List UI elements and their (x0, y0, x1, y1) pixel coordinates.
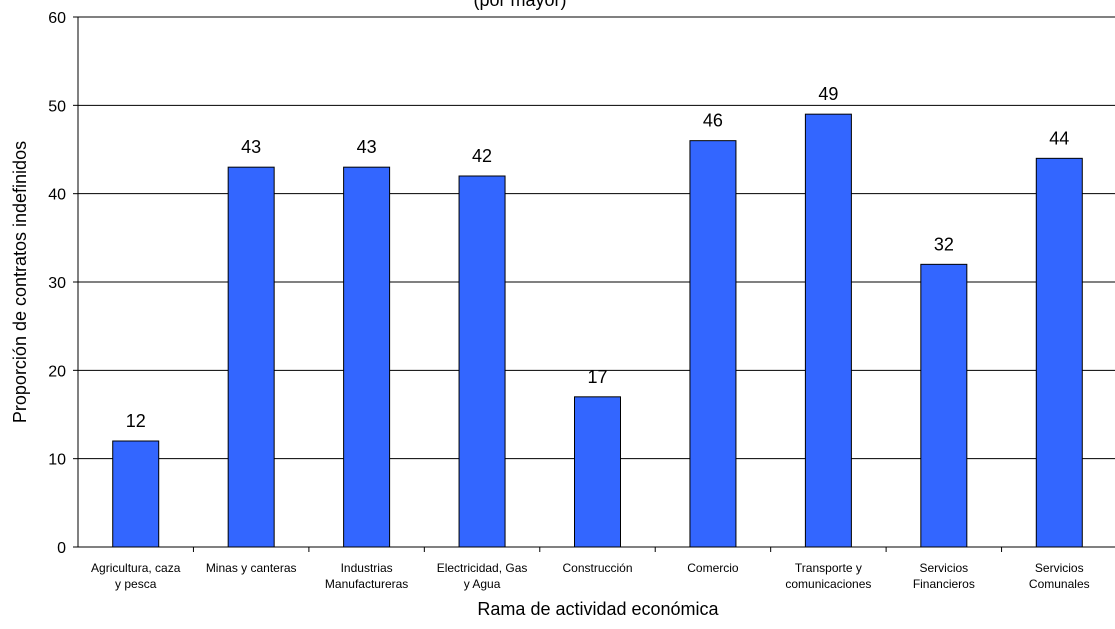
bar (574, 396, 621, 548)
data-labels: 12 43 43 42 17 46 49 32 44 (126, 84, 1070, 431)
bar-value-label: 43 (357, 137, 377, 157)
x-category-label: Minas y canteras (206, 561, 297, 575)
bar (227, 166, 275, 548)
bar (920, 263, 968, 548)
bar (112, 440, 160, 548)
x-axis-categories: Agricultura, caza y pesca Minas y canteras… (91, 547, 1090, 591)
y-axis-ticks: 0 10 20 30 40 50 60 (48, 10, 78, 557)
y-tick-label: 10 (48, 452, 66, 469)
bar-value-label: 32 (934, 234, 954, 254)
x-category-label: Agricultura, caza y pesca (91, 561, 181, 591)
bar (1035, 157, 1083, 548)
chart-title: (por mayor) (473, 0, 566, 10)
x-category-label: Electricidad, Gas y Agua (437, 561, 528, 591)
x-category-label: Transporte y comunicaciones (785, 561, 871, 591)
y-tick-label: 20 (48, 363, 66, 380)
y-tick-label: 50 (48, 98, 66, 115)
x-category-label: Comercio (687, 561, 739, 575)
x-category-label: Servicios Financieros (913, 561, 975, 591)
x-category-label: Construcción (562, 561, 632, 575)
y-tick-label: 30 (48, 275, 66, 292)
bar-value-label: 42 (472, 146, 492, 166)
y-tick-label: 40 (48, 187, 66, 204)
bar-value-label: 46 (703, 111, 723, 131)
x-category-label: Industrias Manufactureras (325, 561, 408, 591)
bar (804, 113, 852, 548)
bar (458, 175, 506, 548)
bar-value-label: 49 (818, 84, 838, 104)
bar-value-label: 17 (587, 367, 607, 387)
bar-value-label: 12 (126, 411, 146, 431)
bar (689, 140, 737, 548)
bars (112, 113, 1083, 548)
x-axis-title: Rama de actividad económica (477, 599, 719, 619)
x-category-label: Servicios Comunales (1029, 561, 1090, 591)
bar (343, 166, 391, 548)
bar-value-label: 44 (1049, 128, 1069, 148)
y-tick-label: 60 (48, 10, 66, 27)
bar-value-label: 43 (241, 137, 261, 157)
y-tick-label: 0 (57, 540, 66, 557)
y-axis-title: Proporción de contratos indefinidos (10, 141, 30, 423)
